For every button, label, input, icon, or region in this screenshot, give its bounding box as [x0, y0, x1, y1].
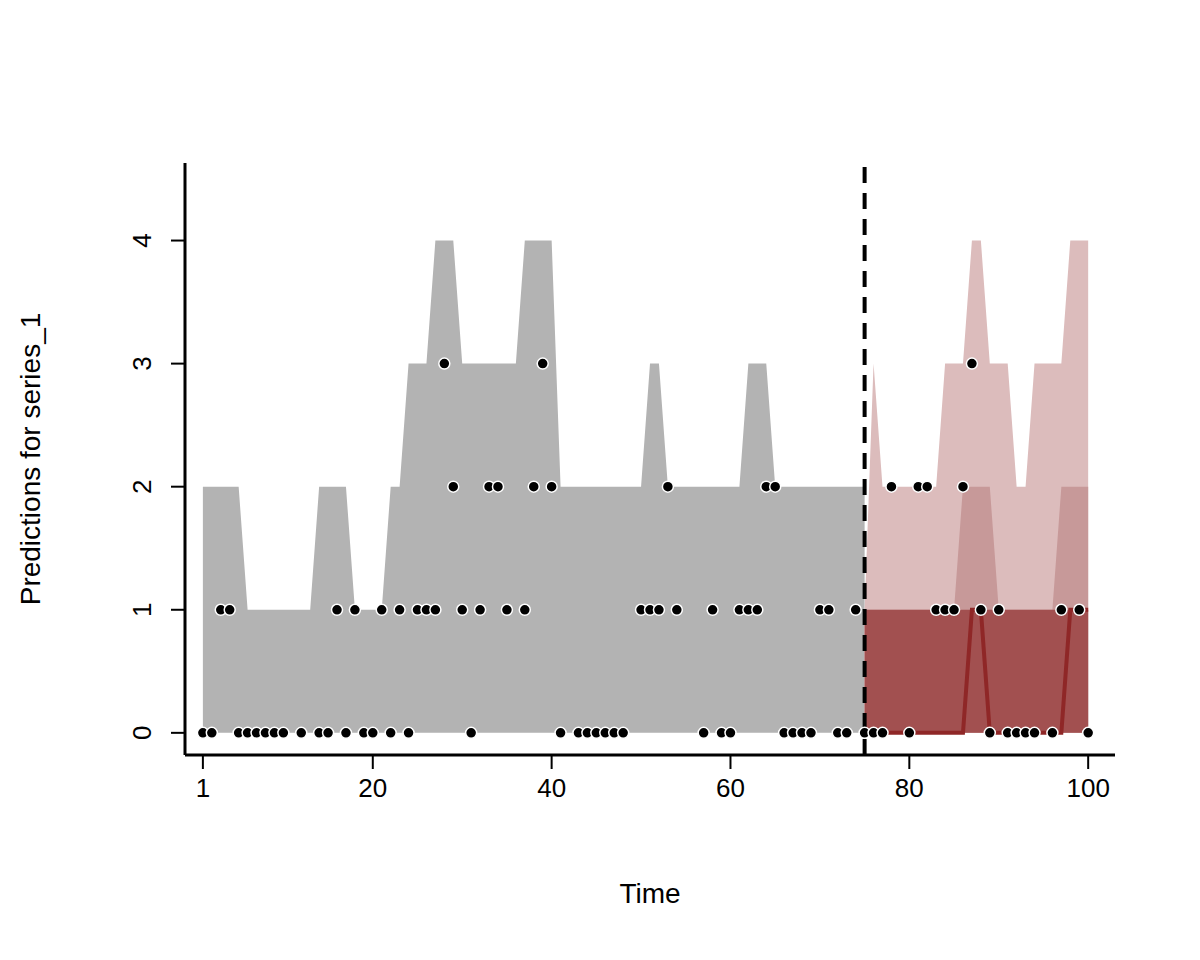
svg-text:2: 2	[127, 479, 157, 493]
svg-text:1: 1	[196, 773, 210, 803]
svg-text:1: 1	[127, 603, 157, 617]
svg-text:3: 3	[127, 356, 157, 370]
svg-text:0: 0	[127, 726, 157, 740]
svg-text:80: 80	[895, 773, 924, 803]
svg-text:40: 40	[537, 773, 566, 803]
svg-text:20: 20	[358, 773, 387, 803]
svg-text:60: 60	[716, 773, 745, 803]
svg-text:100: 100	[1066, 773, 1109, 803]
svg-text:Predictions for series_1: Predictions for series_1	[15, 313, 46, 606]
svg-text:4: 4	[127, 233, 157, 247]
svg-text:Time: Time	[619, 878, 680, 909]
